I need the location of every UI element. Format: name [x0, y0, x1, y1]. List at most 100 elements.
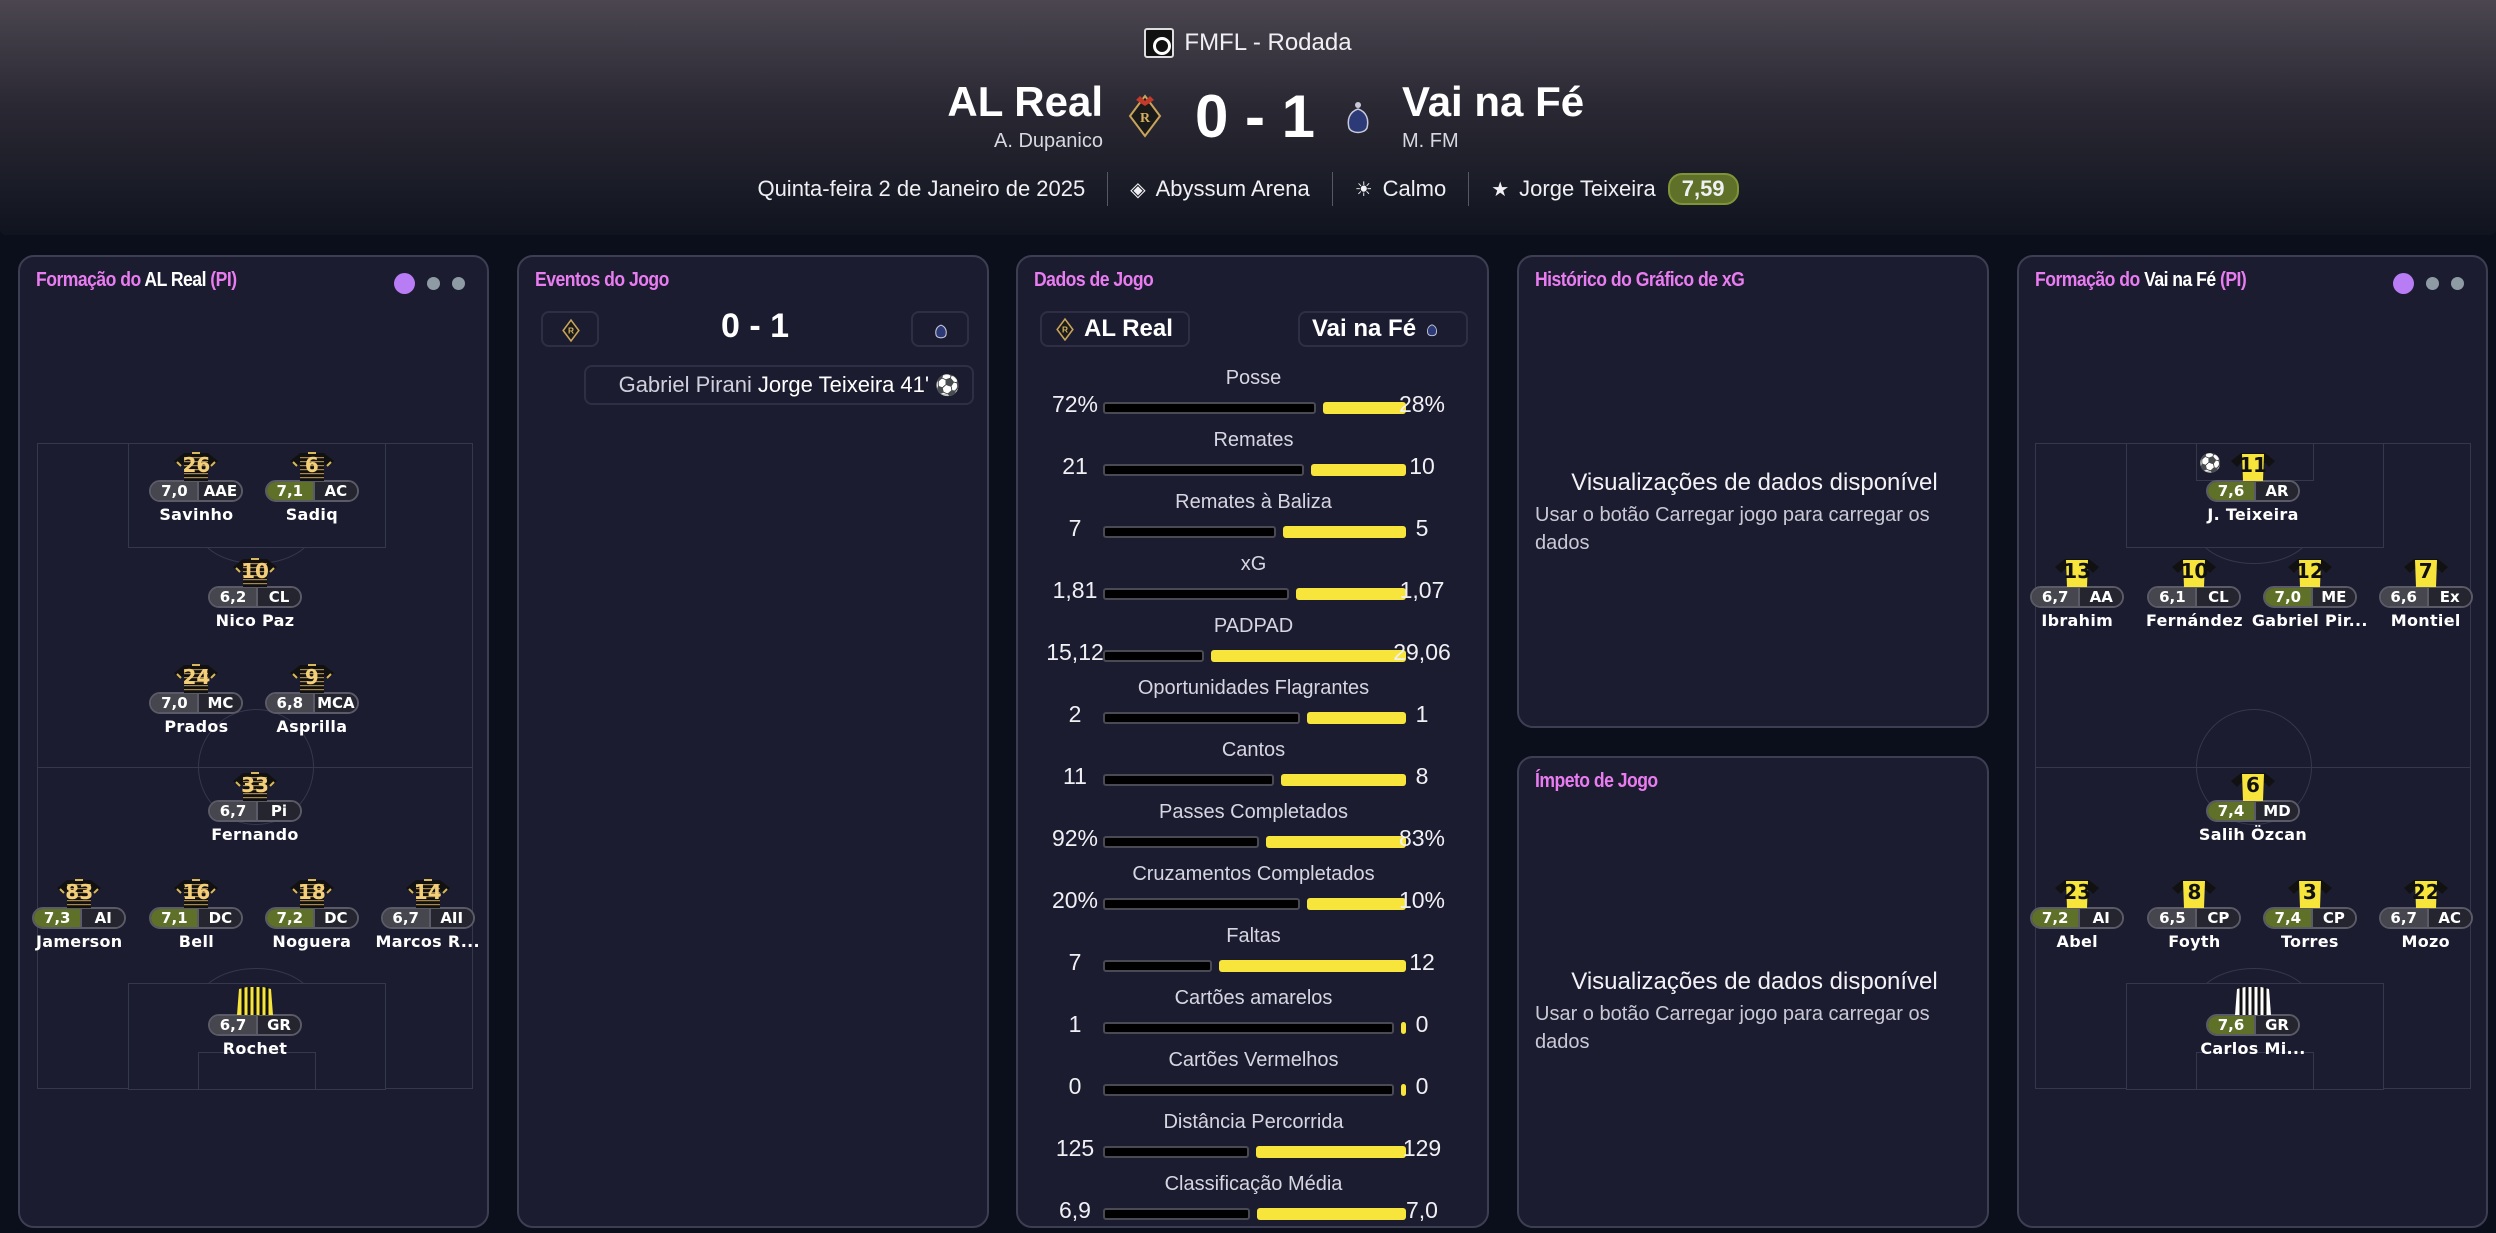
player-6[interactable]: 6 7,4 MD Salih Özcan — [2183, 771, 2323, 844]
player-11[interactable]: 7,6 GR Carlos Mi... — [2183, 985, 2323, 1058]
player-1[interactable]: 11 ⚽ 7,6 AR J. Teixeira — [2183, 451, 2323, 524]
rating-badge: 7,0 ME — [2262, 585, 2357, 608]
away-stat-bar — [1256, 1208, 1406, 1220]
home-stat-bar — [1103, 898, 1301, 910]
home-stat-value: 15,12 — [1046, 639, 1104, 665]
shirt-number: 10 — [2180, 558, 2209, 583]
away-team-name[interactable]: Vai na Fé — [1402, 78, 1585, 125]
player-of-match[interactable]: Jorge Teixeira — [1519, 176, 1656, 201]
goal-event[interactable]: Gabriel Pirani Jorge Teixeira 41' ⚽ — [584, 365, 974, 405]
page-dots[interactable] — [394, 273, 465, 294]
shirt-icon: 3 — [2286, 878, 2334, 908]
player-name: Savinho — [159, 504, 234, 524]
stat-label: Posse — [1225, 367, 1282, 389]
stadium-icon: ◈ — [1130, 178, 1146, 201]
player-rating: 6,5 — [2149, 908, 2196, 927]
player-2[interactable]: 6 7,1 AC Sadiq — [242, 451, 382, 524]
player-name: Marcos R... — [375, 931, 480, 951]
away-team-filter-button[interactable] — [911, 311, 969, 347]
player-4[interactable]: 24 7,0 MC Prados — [126, 663, 266, 736]
away-stat-bar — [1219, 960, 1406, 972]
away-stat-value: 10 — [1409, 453, 1435, 479]
player-3[interactable]: 10 6,1 CL Fernández — [2124, 557, 2264, 630]
page-dot-1[interactable] — [2393, 273, 2414, 294]
player-8[interactable]: 8 6,5 CP Foyth — [2124, 878, 2264, 951]
player-4[interactable]: 12 7,0 ME Gabriel Pir... — [2240, 557, 2380, 630]
player-11[interactable]: 6,7 GR Rochet — [185, 985, 325, 1058]
shirt-icon: 10 — [2170, 557, 2218, 587]
rating-badge: 7,2 DC — [264, 906, 359, 929]
player-name: Foyth — [2168, 931, 2221, 951]
player-name: Gabriel Pir... — [2251, 610, 2368, 630]
shirt-number: 24 — [182, 665, 211, 690]
shirt-number: 6 — [2246, 773, 2260, 798]
away-team-tab[interactable]: Vai na Fé — [1298, 311, 1468, 347]
panel-title: Formação do Vai na Fé (PI) — [2035, 269, 2247, 291]
shirt-icon: 16 — [172, 878, 220, 908]
player-1[interactable]: 26 7,0 AAE Savinho — [126, 451, 266, 524]
home-team-label: AL Real — [1084, 315, 1173, 342]
player-position: CP — [2195, 908, 2240, 927]
player-9[interactable]: 3 7,4 CP Torres — [2240, 878, 2380, 951]
page-dot-1[interactable] — [394, 273, 415, 294]
player-8[interactable]: 16 7,1 DC Bell — [126, 878, 266, 951]
competition: FMFL - Rodada — [0, 28, 2496, 58]
away-stat-value: 5 — [1415, 515, 1429, 541]
player-6[interactable]: 33 6,7 Pi Fernando — [185, 771, 325, 844]
player-position: MC — [197, 694, 242, 713]
page-dot-3[interactable] — [452, 277, 465, 290]
shirt-number: 18 — [297, 879, 326, 904]
home-team-name[interactable]: AL Real — [947, 78, 1103, 125]
player-5[interactable]: 9 6,8 MCA Asprilla — [242, 663, 382, 736]
home-stat-bar — [1103, 1022, 1394, 1034]
player-position: DC — [312, 908, 357, 927]
shirt-icon: 24 — [172, 663, 220, 694]
away-stat-value: 1 — [1415, 701, 1429, 727]
player-position: Ex — [2426, 587, 2471, 606]
svg-text:R: R — [1062, 325, 1068, 335]
home-team-tab[interactable]: R AL Real — [1040, 311, 1190, 347]
home-stat-value: 6,9 — [1059, 1197, 1091, 1223]
shirt-icon: 22 — [2402, 878, 2450, 908]
player-position: AII — [428, 908, 473, 927]
shirt-icon: 83 — [55, 878, 103, 908]
shirt-icon: 10 — [231, 557, 279, 587]
player-name: Asprilla — [276, 717, 348, 737]
shirt-number: 12 — [2295, 558, 2324, 583]
page-dot-3[interactable] — [2451, 277, 2464, 290]
player-position: GR — [2254, 1016, 2298, 1035]
home-team-filter-button[interactable]: R — [541, 311, 599, 347]
rating-badge: 7,2 AI — [2030, 906, 2125, 929]
panel-title: Ímpeto de Jogo — [1535, 770, 1658, 792]
player-9[interactable]: 18 7,2 DC Noguera — [242, 878, 382, 951]
shirt-icon: 14 — [404, 878, 452, 908]
shirt-number: 23 — [2063, 879, 2092, 904]
shirt-number: 10 — [241, 558, 269, 583]
player-position: CL — [2195, 587, 2240, 606]
player-rating: 7,4 — [2264, 908, 2311, 927]
player-2[interactable]: 13 6,7 AA Ibrahim — [2007, 557, 2147, 630]
shirt-number: 83 — [65, 879, 94, 904]
player-7[interactable]: 83 7,3 AI Jamerson — [9, 878, 149, 951]
player-position: Pi — [256, 802, 300, 821]
shirt-number: 11 — [2239, 452, 2267, 477]
player-3[interactable]: 10 6,2 CL Nico Paz — [185, 557, 325, 630]
shirt-icon — [231, 985, 279, 1016]
away-stat-bar — [1323, 402, 1406, 414]
rating-badge: 6,5 CP — [2147, 906, 2242, 929]
player-10[interactable]: 14 6,7 AII Marcos R... — [358, 878, 498, 951]
player-rating: 6,7 — [382, 908, 429, 927]
player-10[interactable]: 22 6,7 AC Mozo — [2356, 878, 2496, 951]
player-5[interactable]: 7 6,6 Ex Montiel — [2356, 557, 2496, 630]
home-stat-value: 7 — [1068, 515, 1082, 541]
page-dot-2[interactable] — [2426, 277, 2439, 290]
home-stat-value: 20% — [1051, 887, 1099, 913]
player-position: ME — [2310, 587, 2355, 606]
player-position: CP — [2310, 908, 2355, 927]
page-dot-2[interactable] — [427, 277, 440, 290]
match-info: Quinta-feira 2 de Janeiro de 2025 ◈ Abys… — [0, 172, 2496, 206]
player-7[interactable]: 23 7,2 AI Abel — [2007, 878, 2147, 951]
home-stat-bar — [1103, 464, 1304, 476]
page-dots[interactable] — [2393, 273, 2464, 294]
away-crest-icon — [1347, 102, 1369, 134]
